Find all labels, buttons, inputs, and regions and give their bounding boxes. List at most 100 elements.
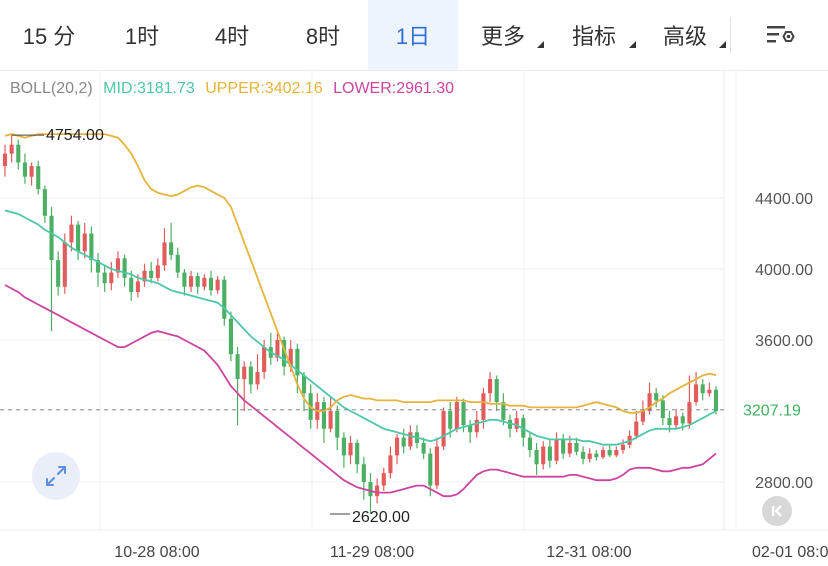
tab-1h[interactable]: 1时 xyxy=(98,0,186,70)
candle-body xyxy=(434,446,439,486)
candle-body xyxy=(122,258,127,278)
candle-body xyxy=(614,450,619,456)
candle-body xyxy=(36,166,41,190)
tab-label: 1时 xyxy=(124,24,160,49)
candle-body xyxy=(89,233,94,261)
candle-body xyxy=(248,366,253,385)
boll-name: BOLL(20,2) xyxy=(10,80,93,97)
tab-1d[interactable]: 1日 xyxy=(368,0,458,70)
y-axis: 4400.00 4000.00 3600.00 2800.00 xyxy=(755,191,813,492)
candle-body xyxy=(182,272,187,287)
timeframe-toolbar: 15 分 1时 4时 8时 1日 更多 指标 高级 xyxy=(0,0,828,71)
tab-label: 8时 xyxy=(305,24,341,49)
candle-body xyxy=(188,276,194,287)
candle-body xyxy=(16,144,21,163)
fullscreen-button[interactable] xyxy=(32,452,80,500)
max-marker-label: 4754.00 xyxy=(46,127,104,144)
tab-indicators[interactable]: 指标 xyxy=(548,0,640,70)
y-tick-label: 4000.00 xyxy=(755,262,813,279)
candle-body xyxy=(22,162,27,177)
expand-icon xyxy=(46,466,66,486)
candle-body xyxy=(647,393,652,411)
candle-body xyxy=(547,446,552,461)
tab-advanced[interactable]: 高级 xyxy=(640,0,730,70)
candle-body xyxy=(295,348,300,376)
candle-body xyxy=(9,144,14,154)
candle-body xyxy=(195,276,200,287)
skip-back-icon xyxy=(772,505,782,517)
candle-body xyxy=(421,442,426,454)
candle-body xyxy=(488,379,493,394)
candle-body xyxy=(155,265,160,278)
tab-label: 指标 xyxy=(571,24,616,49)
candle-body xyxy=(448,411,453,429)
candle-body xyxy=(175,254,180,273)
candle-body xyxy=(687,402,692,424)
candle-body xyxy=(368,482,373,497)
tab-4h[interactable]: 4时 xyxy=(186,0,278,70)
candle-body xyxy=(481,393,486,420)
current-price-label: 3207.19 xyxy=(743,403,801,420)
candle-body xyxy=(275,340,280,358)
candle-body xyxy=(401,437,406,447)
candle-body xyxy=(713,389,719,411)
candle-body xyxy=(461,402,466,426)
tab-15m[interactable]: 15 分 xyxy=(0,0,98,70)
boll-lower-line xyxy=(4,284,717,498)
candle-body xyxy=(215,279,220,291)
chart-settings-icon xyxy=(766,26,795,43)
candle-body xyxy=(581,451,586,459)
tab-8h[interactable]: 8时 xyxy=(278,0,368,70)
candle-body xyxy=(115,258,121,273)
candle-body xyxy=(620,444,626,451)
candle-body xyxy=(408,432,413,447)
candlestick-chart: 4400.00 4000.00 3600.00 2800.00 10-28 08:00… xyxy=(0,70,828,561)
tab-more[interactable]: 更多 xyxy=(458,0,548,70)
scroll-to-latest-button[interactable] xyxy=(762,496,792,526)
candle-body xyxy=(56,260,61,287)
boll-upper: UPPER:3402.16 xyxy=(205,80,323,97)
x-axis: 10-28 08:00 11-29 08:00 12-31 08:00 02-01 0… xyxy=(114,544,828,561)
y-tick-label: 3600.00 xyxy=(755,333,813,350)
candle-body xyxy=(262,347,267,372)
tab-label: 1日 xyxy=(395,24,431,49)
candle-body xyxy=(208,277,214,291)
candle-body xyxy=(554,439,559,461)
candle-body xyxy=(574,442,579,452)
candle-body xyxy=(501,402,506,420)
chart-settings-button[interactable] xyxy=(731,0,828,70)
candle-body xyxy=(474,419,479,433)
x-tick-label: 02-01 08:00 xyxy=(752,544,828,561)
y-tick-label: 4400.00 xyxy=(755,191,813,208)
candle-series xyxy=(2,134,719,514)
candle-body xyxy=(607,450,612,456)
candle-body xyxy=(674,416,679,426)
candle-body xyxy=(29,166,34,177)
candle-body xyxy=(634,421,639,436)
candle-body xyxy=(62,242,67,287)
candle-body xyxy=(149,270,154,278)
candle-body xyxy=(162,242,167,266)
candle-body xyxy=(600,450,606,458)
candle-body xyxy=(301,375,307,394)
candle-body xyxy=(680,416,685,424)
candle-body xyxy=(76,224,81,252)
boll-mid-line xyxy=(4,209,717,446)
candle-body xyxy=(169,242,174,255)
candle-body xyxy=(355,442,360,465)
candle-body xyxy=(654,393,659,401)
candle-body xyxy=(660,400,665,419)
candle-body xyxy=(694,384,699,403)
candle-body xyxy=(242,366,247,380)
x-tick-label: 10-28 08:00 xyxy=(114,544,200,561)
candle-body xyxy=(348,442,353,456)
boll-upper-line xyxy=(4,133,717,414)
candle-body xyxy=(282,340,287,367)
tab-label: 15 分 xyxy=(22,24,76,49)
candle-body xyxy=(527,437,533,451)
candle-body xyxy=(135,281,140,293)
candle-body xyxy=(567,442,572,454)
x-tick-label: 12-31 08:00 xyxy=(546,544,632,561)
candle-body xyxy=(255,371,260,385)
candle-body xyxy=(394,437,400,456)
